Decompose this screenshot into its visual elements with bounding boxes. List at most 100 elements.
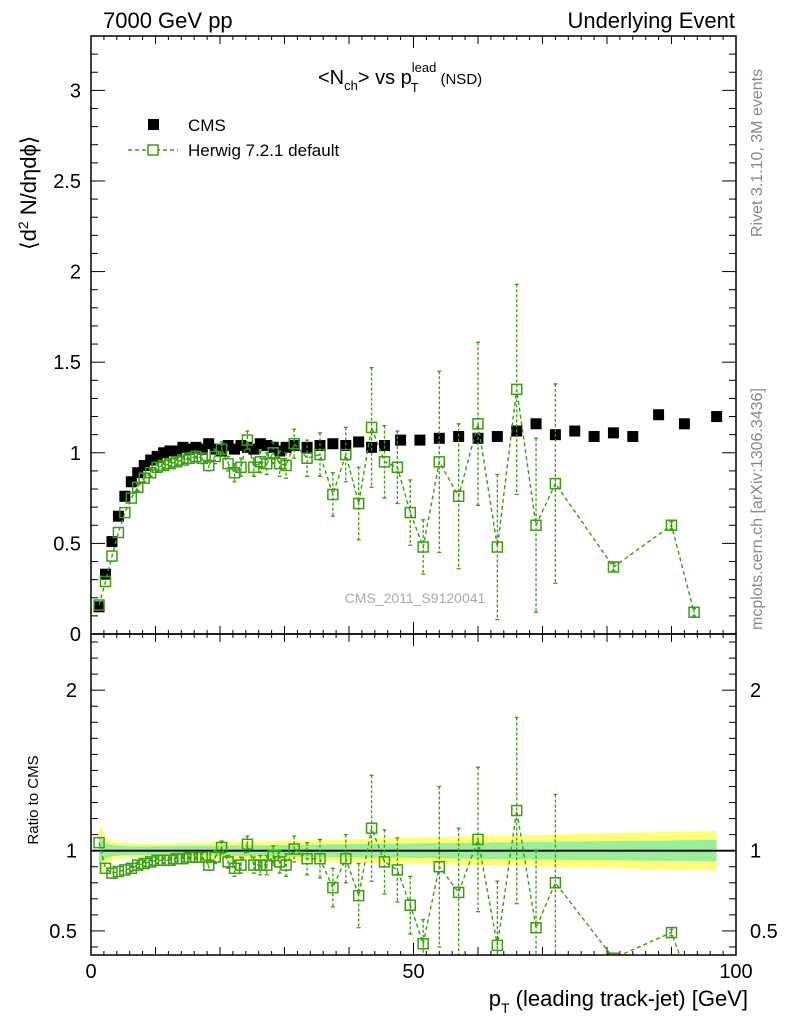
herwig-main-data-point [183, 452, 196, 464]
cms-data-point [119, 490, 131, 502]
cms-data-point [254, 438, 266, 450]
herwig-ratio-data-point [404, 899, 417, 911]
cms-data-point [711, 411, 723, 423]
herwig-main-data-point [530, 519, 542, 532]
cms-data-point [158, 447, 170, 459]
ratio-y-tick-label-right: 2 [750, 680, 761, 702]
main-y-tick-label: 0 [70, 624, 81, 646]
herwig-ratio-data-point [273, 856, 286, 868]
main-data-layer [93, 283, 723, 621]
legend-herwig-marker [147, 144, 159, 156]
cms-data-point [491, 430, 503, 442]
herwig-main-data-point [280, 459, 292, 472]
herwig-main-data-point [273, 457, 286, 470]
cms-data-point [414, 434, 426, 446]
cms-data-point [353, 436, 365, 448]
cms-data-point [395, 434, 407, 446]
herwig-ratio-data-point [202, 859, 215, 871]
chart-title: <Nch> vs pTlead (NSD) [318, 60, 482, 95]
herwig-main-data-point [433, 456, 446, 468]
cms-data-point [607, 427, 619, 439]
herwig-ratio-data-point [352, 889, 365, 902]
herwig-ratio-data-point [177, 852, 189, 865]
main-plot-panel: 0 0.5 1 1.5 2 2.5 3 <Nch> vs pTlead (NSD) ⟨d2 … [15, 35, 737, 646]
herwig-main-data-point [177, 454, 189, 466]
herwig-main-data-point [352, 497, 365, 510]
herwig-ratio-data-point [665, 926, 678, 939]
herwig-ratio-data-point [151, 854, 163, 867]
herwig-ratio-data-point [472, 833, 484, 846]
herwig-main-data-point [404, 506, 417, 519]
cms-data-point [653, 409, 665, 421]
cms-data-point [229, 443, 241, 455]
herwig-main-data-point [510, 383, 523, 396]
cms-data-point [125, 476, 137, 488]
herwig-ratio-data-point [157, 854, 170, 867]
cms-data-point [530, 418, 542, 430]
cms-data-point [378, 440, 390, 452]
herwig-main-data-point [170, 456, 183, 468]
cms-data-point [190, 441, 202, 453]
ratio-y-tick-label-right: 1 [750, 841, 761, 863]
herwig-main-data-point [665, 519, 678, 532]
herwig-main-data-point [215, 443, 228, 455]
herwig-main-data-point [607, 561, 620, 573]
herwig-ratio-data-point [549, 877, 562, 889]
herwig-main-data-point [314, 448, 326, 461]
herwig-main-data-point [288, 437, 300, 450]
herwig-main-data-point [452, 490, 465, 503]
cms-data-point [340, 440, 352, 452]
herwig-main-series-line [98, 389, 695, 613]
main-y-tick-label: 1 [70, 443, 81, 465]
analysis-watermark: CMS_2011_S9120041 [345, 590, 486, 606]
herwig-ratio-data-point [530, 921, 542, 934]
cms-data-point [100, 568, 112, 580]
header-right-label: Underlying Event [567, 8, 735, 33]
ratio-frame [90, 633, 737, 956]
herwig-ratio-data-point [190, 851, 202, 863]
herwig-ratio-data-point [340, 852, 352, 865]
x-axis-label: pT (leading track-jet) [GeV] [489, 986, 748, 1016]
ratio-y-tick-label: 0.5 [49, 921, 77, 943]
header-left-label: 7000 GeV pp [103, 8, 233, 33]
cms-data-point [280, 441, 292, 453]
herwig-ratio-data-point [314, 852, 326, 865]
cms-data-point [177, 441, 189, 453]
cms-data-point [132, 467, 144, 479]
herwig-ratio-data-point [391, 864, 404, 876]
herwig-ratio-data-point [433, 860, 446, 873]
herwig-ratio-data-point [378, 856, 391, 868]
herwig-ratio-data-point [196, 851, 209, 863]
herwig-main-data-point [190, 450, 202, 463]
herwig-ratio-data-point [106, 867, 118, 879]
cms-data-point [216, 445, 228, 457]
ratio-uncertainty-bands [91, 823, 736, 879]
herwig-ratio-data-point [132, 859, 144, 871]
herwig-main-data-point [365, 421, 378, 434]
x-tick-label: 0 [85, 961, 96, 983]
herwig-ratio-data-point [241, 838, 254, 851]
herwig-ratio-data-point [93, 836, 105, 849]
herwig-ratio-data-point [112, 865, 125, 878]
cms-data-point [93, 601, 105, 613]
herwig-main-data-point [391, 461, 404, 474]
herwig-ratio-data-point [138, 857, 150, 870]
herwig-ratio-data-point [215, 841, 228, 854]
cms-data-point [248, 443, 260, 455]
cms-data-point [106, 536, 118, 548]
cms-data-point [112, 510, 124, 522]
main-y-tick-label: 2.5 [53, 171, 81, 193]
herwig-main-data-point [93, 599, 105, 611]
herwig-main-data-point [132, 481, 144, 493]
herwig-main-data-point [106, 550, 118, 562]
herwig-ratio-data-point [144, 856, 157, 868]
legend-herwig-label: Herwig 7.2.1 default [188, 141, 339, 160]
herwig-main-data-point [340, 448, 352, 461]
herwig-main-data-point [417, 541, 429, 553]
herwig-ratio-data-point [327, 881, 339, 894]
ratio-y-axis-label: Ratio to CMS [25, 755, 42, 844]
herwig-main-data-point [241, 434, 254, 446]
herwig-main-data-point [254, 456, 267, 468]
herwig-main-data-point [472, 418, 484, 430]
